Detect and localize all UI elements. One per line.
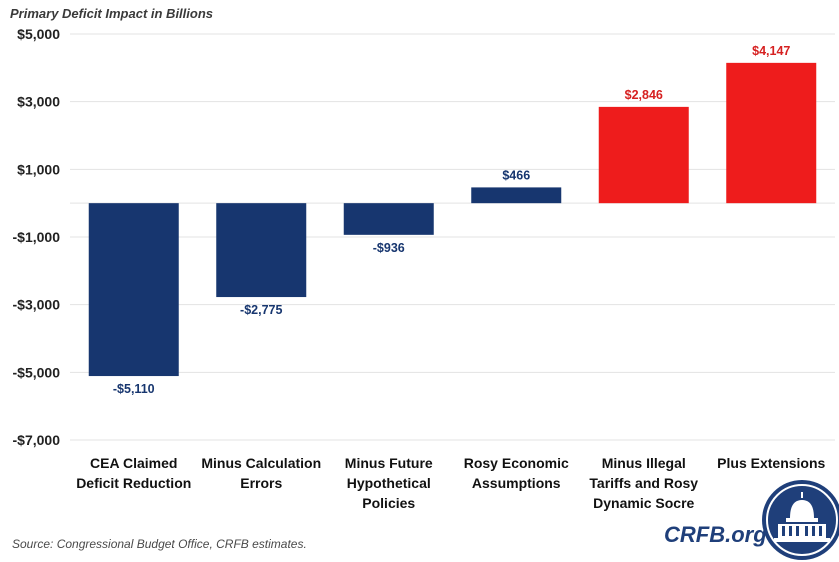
y-tick-label: -$5,000	[13, 364, 61, 380]
x-category-label: Dynamic Socre	[593, 495, 694, 511]
data-label: -$2,775	[240, 303, 282, 317]
x-category-label: Hypothetical	[347, 475, 431, 491]
bar	[344, 203, 434, 235]
y-tick-label: $3,000	[17, 94, 60, 110]
x-category-label: Plus Extensions	[717, 455, 825, 471]
x-category-label: Deficit Reduction	[76, 475, 191, 491]
x-category-label: Minus Illegal	[602, 455, 686, 471]
x-category-label: CEA Claimed	[90, 455, 177, 471]
y-tick-label: $1,000	[17, 161, 60, 177]
x-category-label: Policies	[362, 495, 415, 511]
x-category-label: Tariffs and Rosy	[589, 475, 698, 491]
crfb-capitol-logo	[760, 478, 839, 562]
bar	[471, 187, 561, 203]
y-tick-label: $5,000	[17, 26, 60, 42]
brand-name: CRFB.org	[664, 522, 767, 548]
bar	[599, 107, 689, 203]
x-category-label: Minus Calculation	[201, 455, 321, 471]
bar	[216, 203, 306, 297]
data-label: -$5,110	[113, 382, 155, 396]
x-category-label: Errors	[240, 475, 282, 491]
x-category-label: Rosy Economic	[464, 455, 569, 471]
data-label: $2,846	[625, 88, 663, 102]
data-label: -$936	[373, 241, 405, 255]
y-tick-label: -$1,000	[13, 229, 61, 245]
bar	[726, 63, 816, 203]
x-category-label: Assumptions	[472, 475, 561, 491]
y-tick-label: -$3,000	[13, 297, 61, 313]
bar	[89, 203, 179, 376]
data-label: $4,147	[752, 44, 790, 58]
y-tick-label: -$7,000	[13, 432, 61, 448]
source-note: Source: Congressional Budget Office, CRF…	[12, 537, 307, 551]
x-category-label: Minus Future	[345, 455, 433, 471]
y-axis-title: Primary Deficit Impact in Billions	[10, 6, 213, 21]
data-label: $466	[502, 168, 530, 182]
